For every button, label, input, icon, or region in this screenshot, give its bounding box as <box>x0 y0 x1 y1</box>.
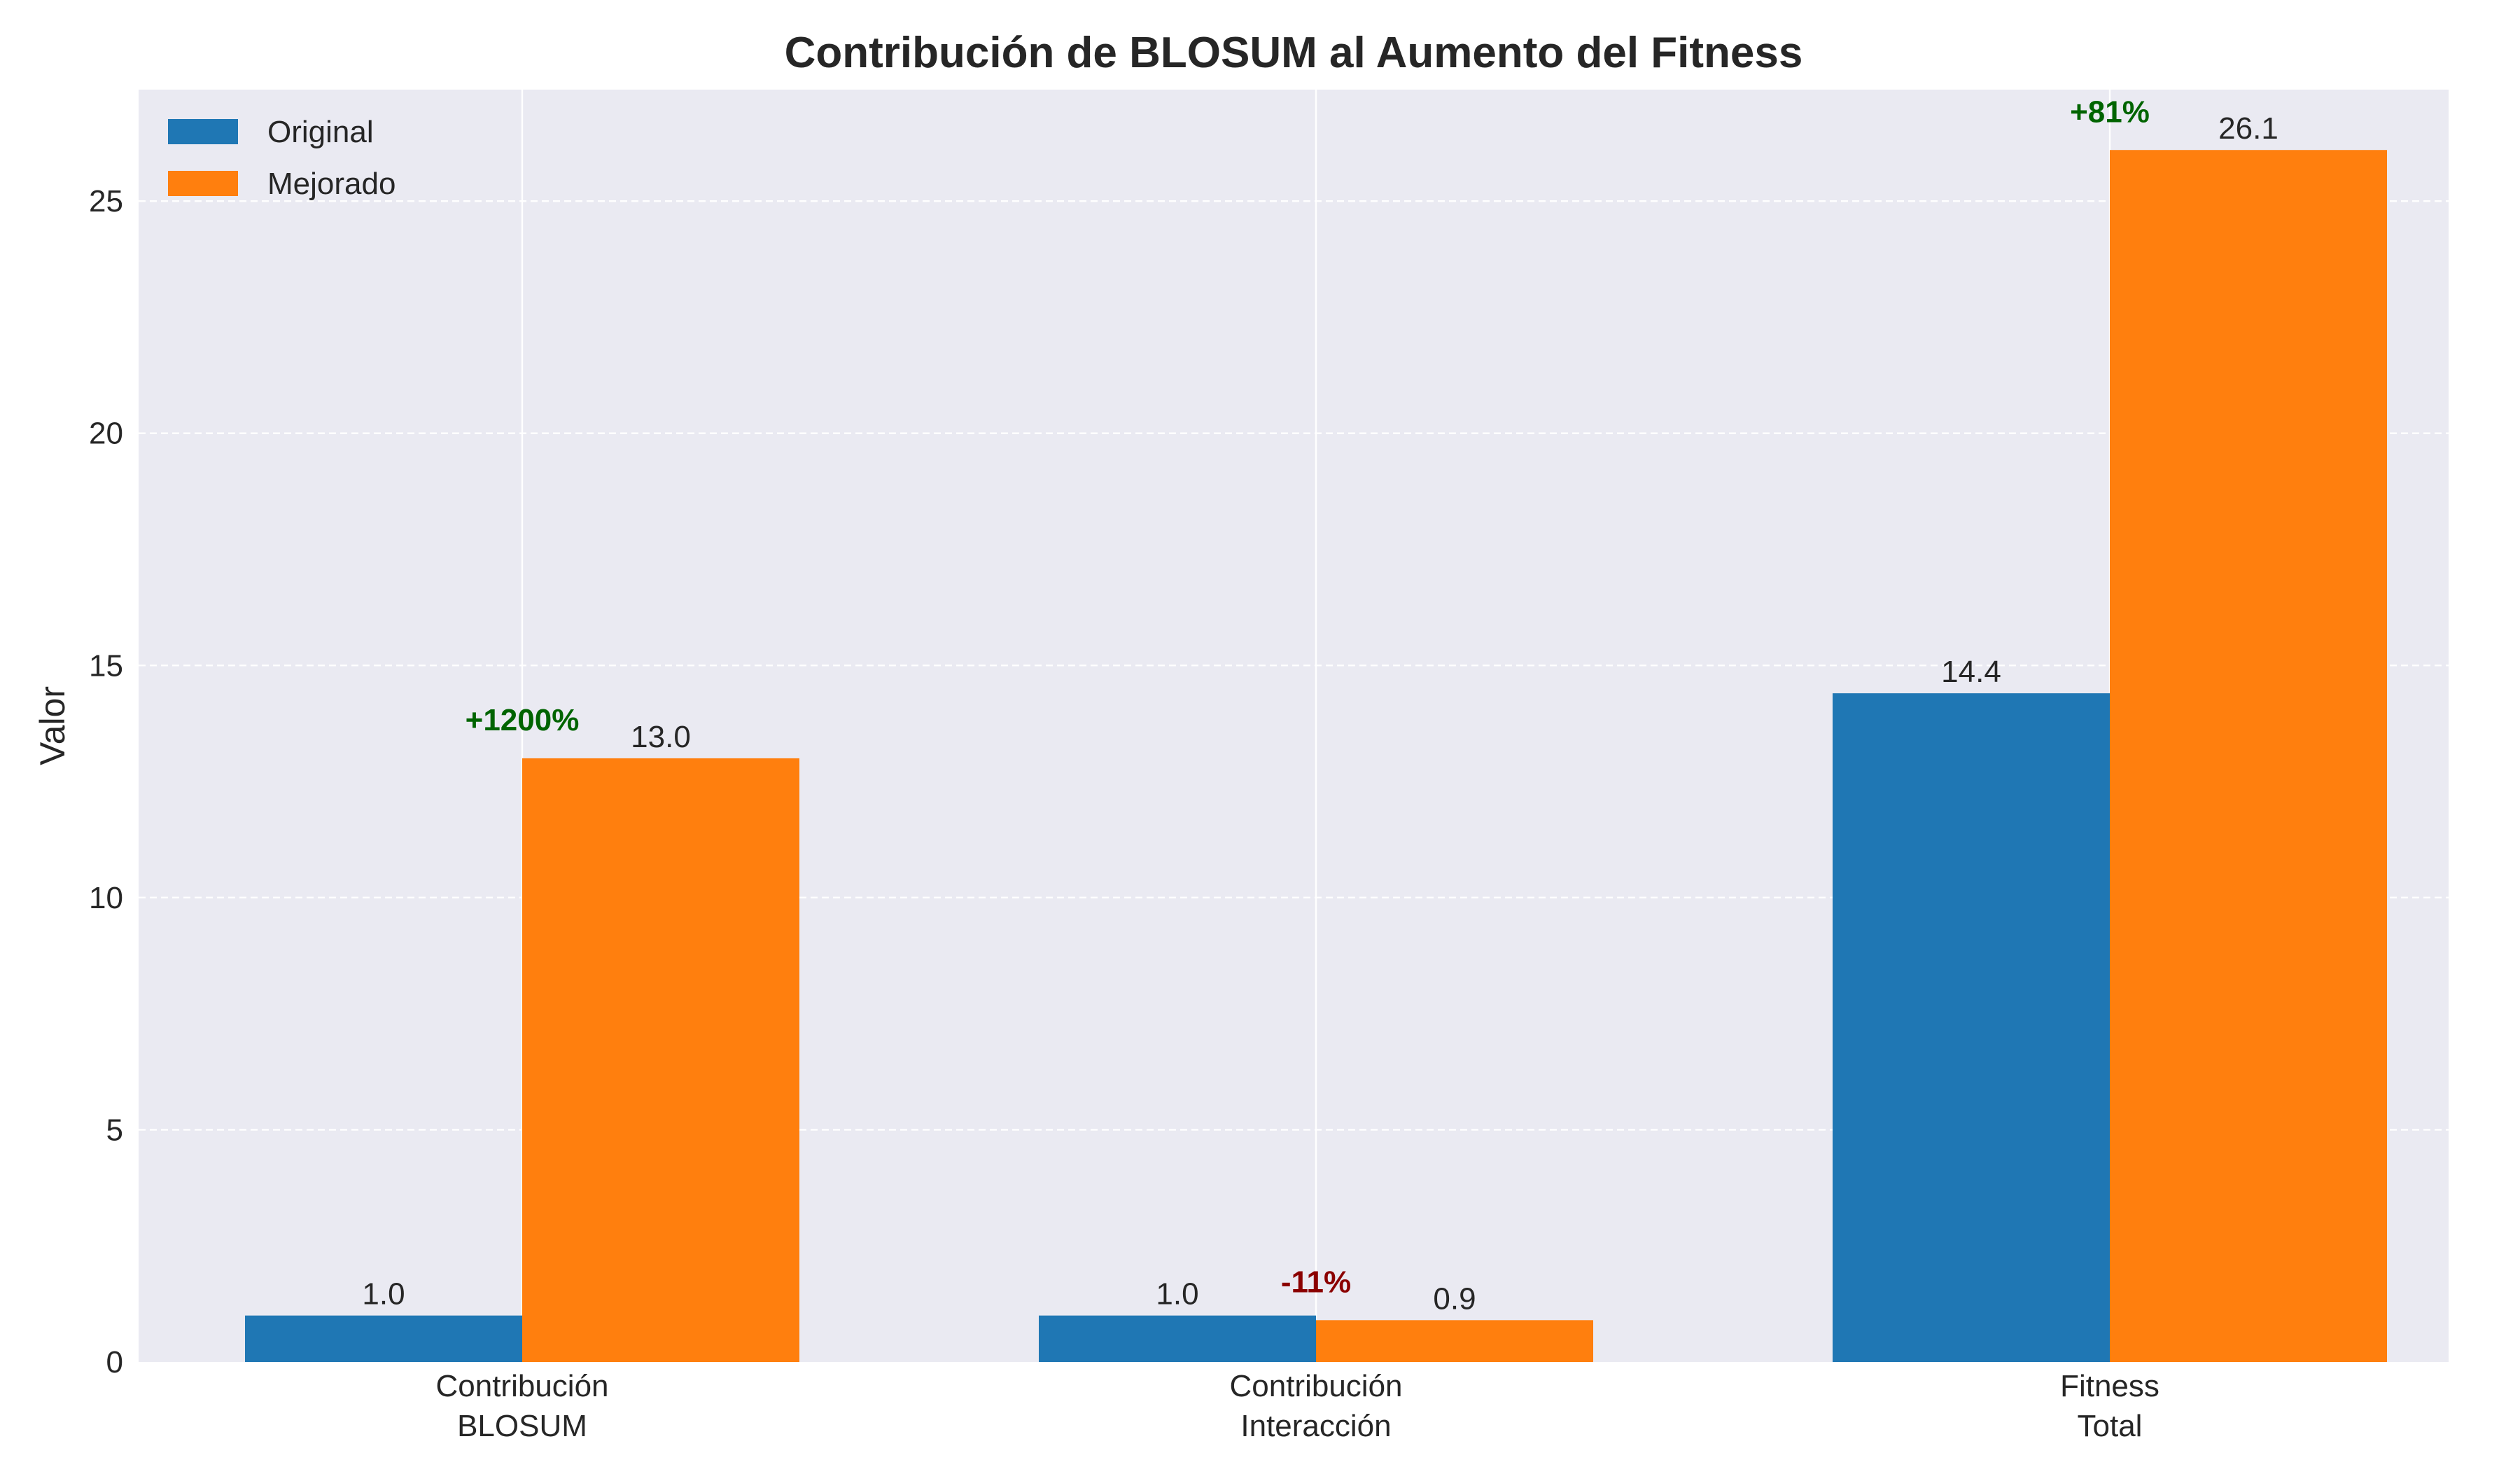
y-tick-label: 10 <box>89 881 123 915</box>
chart-title: Contribución de BLOSUM al Aumento del Fi… <box>785 29 1803 77</box>
value-label: 13.0 <box>631 720 691 754</box>
x-tick-label: Contribución Interacción <box>1229 1369 1402 1443</box>
percent-change-annotation: -11% <box>1281 1265 1351 1300</box>
legend-label-original: Original <box>267 115 374 149</box>
percent-change-annotation: +81% <box>2070 95 2150 129</box>
value-label: 14.4 <box>1941 655 2001 689</box>
y-tick-label: 15 <box>89 648 123 683</box>
value-label: 0.9 <box>1433 1281 1476 1316</box>
bar-mejorado-2 <box>2110 150 2387 1363</box>
y-tick-label: 20 <box>89 417 123 451</box>
value-labels: 1.0 1.0 14.4 13.0 0.9 26.1 <box>362 111 2278 1316</box>
legend-swatch-mejorado <box>168 171 238 196</box>
legend-swatch-original <box>168 119 238 144</box>
value-label: 1.0 <box>1156 1277 1198 1312</box>
bar-original-1 <box>1039 1315 1316 1362</box>
x-tick-label: Fitness Total <box>2060 1369 2160 1443</box>
legend-label-mejorado: Mejorado <box>267 167 396 201</box>
bars <box>245 150 2387 1363</box>
axes: 0 5 10 15 20 25 Contribución BLOSUM Contribución… <box>89 184 2160 1443</box>
percent-change-annotation: +1200% <box>465 703 580 737</box>
bar-mejorado-1 <box>1316 1320 1593 1362</box>
legend: Original Mejorado <box>168 115 396 201</box>
y-tick-label: 5 <box>106 1113 123 1147</box>
bar-original-2 <box>1833 693 2110 1362</box>
bar-mejorado-0 <box>522 758 799 1362</box>
y-tick-label: 25 <box>89 184 123 218</box>
bar-original-0 <box>245 1315 522 1362</box>
x-tick-label: Contribución BLOSUM <box>435 1369 608 1443</box>
y-tick-label: 0 <box>106 1345 123 1379</box>
value-label: 1.0 <box>362 1277 405 1312</box>
percent-annotations: +1200% -11% +81% <box>465 95 2150 1299</box>
value-label: 26.1 <box>2218 111 2278 146</box>
y-axis-label: Valor <box>33 686 72 765</box>
